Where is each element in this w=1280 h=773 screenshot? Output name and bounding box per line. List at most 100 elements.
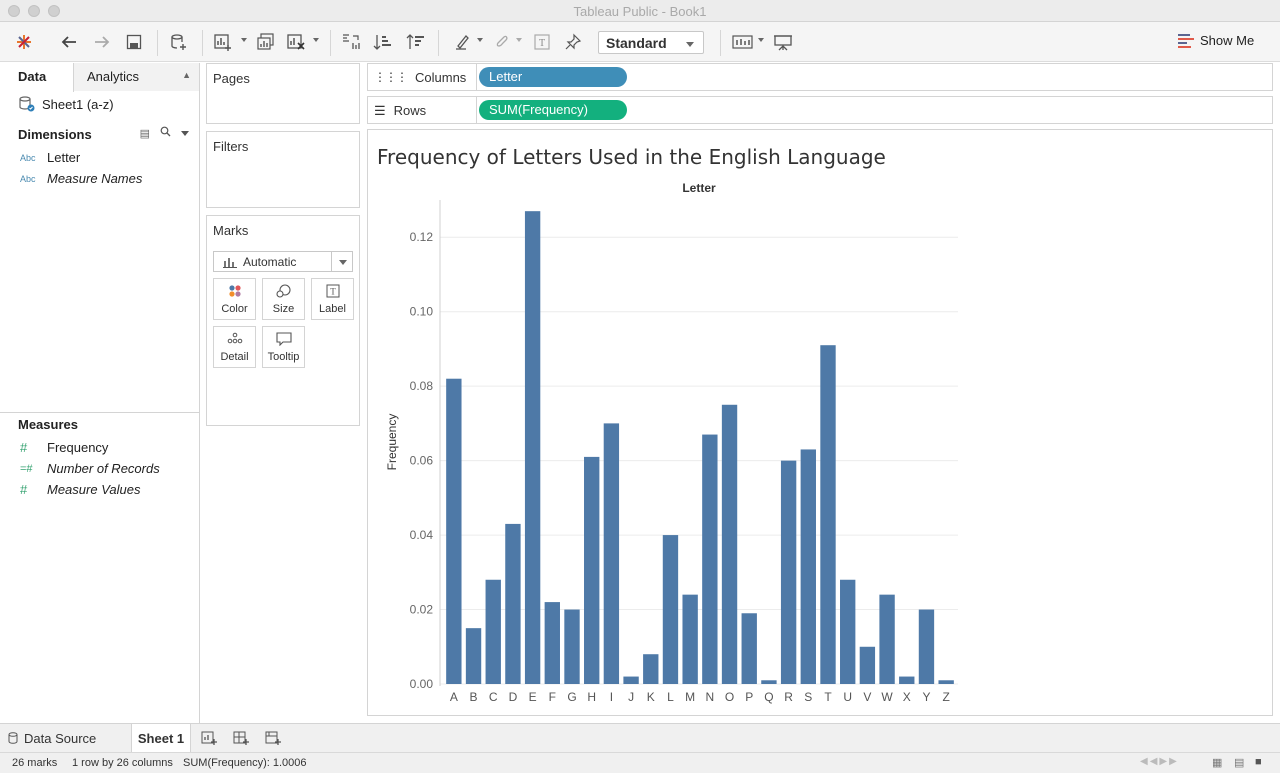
grid-view-icon[interactable]: ▦: [1212, 757, 1223, 769]
bar-x: [899, 676, 915, 684]
bar-u: [840, 579, 856, 684]
close-window-button[interactable]: [8, 5, 20, 17]
rows-icon: ☰: [374, 103, 386, 118]
rows-shelf[interactable]: ☰ Rows SUM(Frequency): [367, 96, 1273, 124]
sort-ascending-icon[interactable]: [372, 32, 394, 52]
new-worksheet-tab-icon[interactable]: [199, 728, 221, 748]
marks-size-button[interactable]: Size: [262, 278, 305, 320]
tab-analytics[interactable]: Analytics ▲: [74, 63, 199, 91]
new-worksheet-icon[interactable]: [212, 32, 234, 52]
new-story-tab-icon[interactable]: [263, 728, 285, 748]
save-icon[interactable]: [123, 32, 145, 52]
show-cards-icon[interactable]: [732, 32, 754, 52]
marks-tooltip-button[interactable]: Tooltip: [262, 326, 305, 368]
duplicate-sheet-icon[interactable]: [255, 32, 277, 52]
columns-shelf[interactable]: ⋮⋮⋮ Columns Letter: [367, 63, 1273, 91]
y-tick-label: 0.10: [410, 305, 434, 319]
marks-detail-button[interactable]: Detail: [213, 326, 256, 368]
highlight-dropdown[interactable]: [477, 38, 483, 42]
marks-tooltip-label: Tooltip: [267, 351, 300, 363]
marks-color-label: Color: [221, 303, 248, 315]
chevron-down-icon: [686, 42, 694, 47]
columns-pill-letter[interactable]: Letter: [479, 67, 627, 87]
pane-menu-dropdown[interactable]: [181, 130, 189, 136]
x-tick-label: T: [824, 690, 832, 704]
datasource-item[interactable]: Sheet1 (a-z): [18, 96, 114, 112]
new-worksheet-dropdown[interactable]: [241, 38, 247, 42]
mark-type-select[interactable]: Automatic: [213, 251, 353, 272]
x-tick-label: Q: [764, 690, 773, 704]
x-tick-label: O: [725, 690, 734, 704]
filmstrip-view-icon[interactable]: ▤: [1234, 757, 1245, 769]
group-dropdown[interactable]: [516, 38, 522, 42]
x-tick-label: R: [784, 690, 793, 704]
bar-v: [859, 646, 876, 684]
undo-icon[interactable]: [58, 32, 80, 52]
show-cards-dropdown[interactable]: [758, 38, 764, 42]
sheet-navigation-icon[interactable]: ◀ ◀ ▶ ▶: [1140, 756, 1177, 767]
filters-card[interactable]: Filters: [206, 131, 360, 208]
redo-icon[interactable]: [91, 32, 113, 52]
search-icon[interactable]: [160, 126, 171, 140]
y-tick-label: 0.04: [410, 528, 434, 542]
dimension-field-measure-names[interactable]: Abc Measure Names: [20, 171, 142, 186]
color-palette-icon: [228, 285, 241, 297]
dimension-field-letter[interactable]: Abc Letter: [20, 150, 80, 165]
marks-card-title: Marks: [213, 223, 249, 238]
tab-data[interactable]: Data: [0, 63, 74, 92]
status-dimensions: 1 row by 26 columns: [72, 757, 173, 769]
highlight-icon[interactable]: [451, 32, 473, 52]
swap-rows-columns-icon[interactable]: [340, 32, 362, 52]
dimensions-header: Dimensions: [18, 127, 92, 142]
show-mark-labels-icon[interactable]: T: [531, 32, 553, 52]
new-data-source-icon[interactable]: [168, 32, 190, 52]
filters-card-title: Filters: [213, 139, 249, 154]
show-me-icon: [1178, 33, 1194, 48]
columns-shelf-label: ⋮⋮⋮ Columns: [368, 64, 477, 90]
bar-a: [446, 378, 462, 684]
x-tick-label: B: [470, 690, 478, 704]
pin-axes-icon[interactable]: [562, 32, 584, 52]
field-name: Measure Values: [47, 482, 141, 497]
y-tick-label: 0.02: [410, 603, 434, 617]
marks-label-button[interactable]: T Label: [311, 278, 354, 320]
field-name: Number of Records: [47, 461, 160, 476]
x-tick-label: Z: [942, 690, 949, 704]
bar-y: [918, 609, 935, 684]
x-tick-label: S: [804, 690, 812, 704]
bar-h: [584, 456, 600, 684]
x-tick-label: C: [489, 690, 498, 704]
minimize-window-button[interactable]: [28, 5, 40, 17]
fit-select-value: Standard: [606, 35, 667, 51]
view-list-icon[interactable]: ▤: [139, 127, 150, 140]
tableau-logo-icon[interactable]: [13, 32, 35, 52]
bar-p: [741, 613, 757, 684]
pages-card-title: Pages: [213, 71, 250, 86]
show-me-button[interactable]: Show Me: [1178, 33, 1254, 48]
bar-e: [524, 211, 541, 684]
x-tick-label: K: [647, 690, 655, 704]
fit-select[interactable]: Standard: [598, 31, 704, 54]
x-tick-label: E: [529, 690, 537, 704]
group-members-icon[interactable]: [490, 32, 512, 52]
rows-pill-sum-frequency[interactable]: SUM(Frequency): [479, 100, 627, 120]
sort-descending-icon[interactable]: [405, 32, 427, 52]
zoom-window-button[interactable]: [48, 5, 60, 17]
measure-field-frequency[interactable]: # Frequency: [20, 440, 108, 455]
bar-g: [564, 609, 580, 684]
new-dashboard-tab-icon[interactable]: [231, 728, 253, 748]
clear-sheet-dropdown[interactable]: [313, 38, 319, 42]
bar-l: [662, 535, 679, 684]
tab-sheet-1[interactable]: Sheet 1: [131, 724, 191, 752]
tabs-view-icon[interactable]: ■: [1255, 756, 1262, 768]
pages-card[interactable]: Pages: [206, 63, 360, 124]
tab-data-source[interactable]: Data Source: [8, 724, 96, 752]
x-tick-label: M: [685, 690, 695, 704]
size-icon: [275, 284, 291, 298]
measure-field-measure-values[interactable]: # Measure Values: [20, 482, 140, 497]
clear-sheet-icon[interactable]: [285, 32, 307, 52]
measure-field-number-of-records[interactable]: =# Number of Records: [20, 461, 160, 476]
marks-color-button[interactable]: Color: [213, 278, 256, 320]
string-type-icon: Abc: [20, 173, 36, 184]
presentation-mode-icon[interactable]: [772, 32, 794, 52]
